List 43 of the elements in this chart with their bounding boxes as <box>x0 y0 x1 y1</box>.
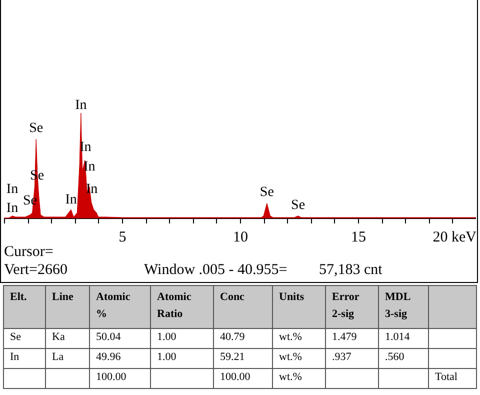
x-tick-label: 20 keV <box>432 230 477 246</box>
category-label: Atomic Ratio <box>150 286 214 328</box>
annotation: In <box>6 200 18 216</box>
x-tick-label: 10 <box>233 230 248 246</box>
text: wt.% <box>272 328 326 348</box>
category-label: Atomic % <box>90 286 150 328</box>
annotation: Se <box>260 185 274 200</box>
text: wt.% <box>272 368 326 388</box>
text: Se <box>4 328 46 348</box>
category-label: Conc <box>214 286 272 328</box>
text: 59.21 <box>214 348 272 368</box>
annotation: In <box>6 182 18 197</box>
category-label: Units <box>272 286 326 328</box>
x-tick-label: 5 <box>118 230 126 246</box>
category-label: Elt. <box>4 286 46 328</box>
text: 49.96 <box>90 348 150 368</box>
text: In <box>4 348 46 368</box>
text: 57,183 cnt <box>319 262 382 279</box>
text: 40.79 <box>214 328 272 348</box>
text: Total <box>428 368 476 388</box>
text: 1.00 <box>150 328 214 348</box>
text: 1.014 <box>378 328 428 348</box>
annotation: Se <box>29 121 44 136</box>
text: Ka <box>46 328 90 348</box>
text: 1.00 <box>150 348 214 368</box>
category-label: MDL 3-sig <box>378 286 428 328</box>
text: Window .005 - 40.955= <box>144 262 288 279</box>
text: wt.% <box>272 348 326 368</box>
annotation: In <box>65 192 77 208</box>
text: 50.04 <box>90 328 150 348</box>
text: Cursor= <box>4 244 54 261</box>
text: 100.00 <box>214 368 272 388</box>
text: .937 <box>326 348 378 368</box>
text: .560 <box>378 348 428 368</box>
text: 1.479 <box>326 328 378 348</box>
text: Vert=2660 <box>4 262 68 279</box>
category-label: Line <box>46 286 90 328</box>
text: 100.00 <box>90 368 150 388</box>
x-tick-label: 15 <box>351 230 366 246</box>
category-label: Error 2-sig <box>326 286 378 328</box>
text: La <box>46 348 90 368</box>
annotation: In <box>75 98 87 113</box>
annotation: Se <box>291 198 306 213</box>
